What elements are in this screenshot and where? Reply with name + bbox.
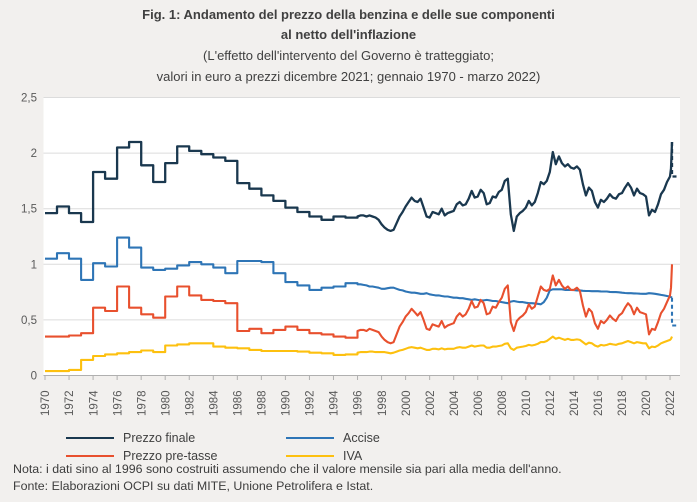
- x-tick-label: 2006: [473, 390, 485, 416]
- x-tick-label: 1986: [233, 390, 245, 416]
- legend-swatch-prezzo-finale: [66, 437, 114, 439]
- x-tick-label: 2000: [401, 390, 413, 416]
- x-tick-label: 1994: [329, 390, 341, 416]
- figure-subtitle-line2: valori in euro a prezzi dicembre 2021; g…: [156, 69, 541, 84]
- x-tick-label: 2016: [593, 390, 605, 416]
- legend-label: Prezzo finale: [123, 431, 196, 445]
- series-line-iva: [45, 335, 673, 373]
- legend-swatch-accise: [286, 437, 334, 439]
- x-tick-label: 1972: [64, 390, 76, 416]
- x-tick-label: 1998: [377, 390, 389, 416]
- legend-column-2: Accise IVA: [286, 429, 380, 465]
- legend-swatch-iva: [286, 455, 334, 457]
- x-tick-label: 1978: [136, 390, 148, 416]
- chart-source: Fonte: Elaborazioni OCPI su dati MITE, U…: [13, 479, 374, 493]
- series-dash-accise: [670, 297, 677, 327]
- x-tick-label: 2008: [497, 390, 509, 416]
- x-tick-label: 2012: [545, 390, 557, 416]
- chart-note: Nota: i dati sino al 1996 sono costruiti…: [13, 462, 562, 476]
- legend-column-1: Prezzo finale Prezzo pre-tasse: [66, 429, 217, 465]
- y-tick-label: 1: [31, 259, 37, 271]
- x-tick-label: 2020: [641, 390, 653, 416]
- chart-legend: Prezzo finale Prezzo pre-tasse Accise IVA: [0, 429, 697, 465]
- figure-header: Fig. 1: Andamento del prezzo della benzi…: [0, 5, 697, 87]
- x-tick-label: 2018: [617, 390, 629, 416]
- figure-title-line2: al netto dell'inflazione: [280, 27, 417, 42]
- x-tick-label: 2014: [569, 390, 581, 416]
- y-tick-label: 2,5: [21, 93, 37, 105]
- legend-item-prezzo-finale: Prezzo finale: [66, 429, 217, 447]
- legend-label: Accise: [343, 431, 380, 445]
- y-tick-label: 0: [31, 371, 37, 383]
- legend-item-accise: Accise: [286, 429, 380, 447]
- legend-label: IVA: [343, 449, 363, 463]
- x-tick-label: 2002: [425, 390, 437, 416]
- legend-item-prezzo-pre-tasse: Prezzo pre-tasse: [66, 447, 217, 465]
- x-tick-label: 1976: [112, 390, 124, 416]
- x-tick-label: 2022: [665, 390, 677, 416]
- figure-subtitle-line1: (L'effetto dell'intervento del Governo è…: [203, 48, 494, 63]
- y-tick-label: 0,5: [21, 315, 37, 327]
- series-line-prezzo-finale: [45, 140, 674, 233]
- legend-item-iva: IVA: [286, 447, 380, 465]
- x-tick-label: 1982: [184, 390, 196, 416]
- figure-title-line1: Fig. 1: Andamento del prezzo della benzi…: [142, 7, 555, 22]
- series-dash-prezzo-finale: [670, 142, 677, 178]
- x-tick-label: 1984: [209, 390, 221, 416]
- x-tick-label: 1980: [160, 390, 172, 416]
- x-tick-label: 1970: [40, 390, 52, 416]
- x-tick-label: 1974: [88, 390, 100, 416]
- plot-background: [43, 97, 680, 376]
- legend-label: Prezzo pre-tasse: [123, 449, 218, 463]
- y-tick-label: 1,5: [21, 204, 37, 216]
- series-line-accise: [45, 236, 673, 306]
- x-tick-label: 1992: [305, 390, 317, 416]
- series-line-prezzo-pre-tasse: [45, 264, 674, 345]
- y-tick-label: 2: [31, 148, 37, 160]
- x-tick-label: 1990: [281, 390, 293, 416]
- x-tick-label: 1988: [257, 390, 269, 416]
- x-tick-label: 2010: [521, 390, 533, 416]
- x-tick-label: 1996: [353, 390, 365, 416]
- legend-swatch-prezzo-pre-tasse: [66, 455, 114, 457]
- x-tick-label: 2004: [449, 390, 461, 416]
